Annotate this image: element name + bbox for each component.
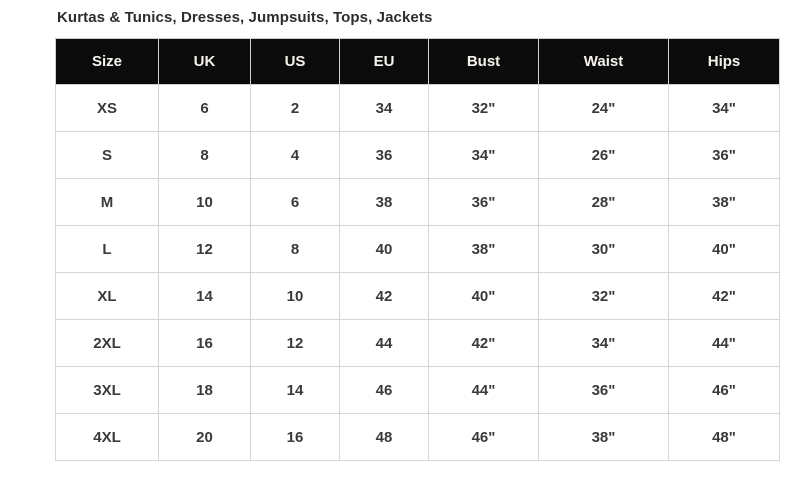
table-cell: 38": [428, 225, 539, 273]
column-header-hips: Hips: [668, 38, 780, 85]
table-cell: 44": [428, 366, 539, 414]
table-cell: 42: [339, 272, 429, 320]
table-cell: 36": [538, 366, 669, 414]
table-row: M 10 6 38 36" 28" 38": [55, 178, 780, 226]
row-size-label: M: [55, 178, 159, 226]
row-size-label: L: [55, 225, 159, 273]
table-cell: 8: [250, 225, 340, 273]
table-cell: 48": [668, 413, 780, 461]
table-cell: 46": [668, 366, 780, 414]
table-cell: 38": [668, 178, 780, 226]
table-row: XS 6 2 34 32" 24" 34": [55, 84, 780, 132]
table-cell: 24": [538, 84, 669, 132]
table-cell: 30": [538, 225, 669, 273]
row-size-label: S: [55, 131, 159, 179]
page-title: Kurtas & Tunics, Dresses, Jumpsuits, Top…: [57, 9, 433, 26]
table-cell: 12: [158, 225, 251, 273]
table-row: 4XL 20 16 48 46" 38" 48": [55, 413, 780, 461]
table-cell: 20: [158, 413, 251, 461]
table-cell: 42": [428, 319, 539, 367]
row-size-label: 4XL: [55, 413, 159, 461]
table-row: L 12 8 40 38" 30" 40": [55, 225, 780, 273]
table-cell: 38: [339, 178, 429, 226]
table-cell: 40": [428, 272, 539, 320]
table-cell: 8: [158, 131, 251, 179]
table-cell: 14: [158, 272, 251, 320]
column-header-waist: Waist: [538, 38, 669, 85]
table-row: S 8 4 36 34" 26" 36": [55, 131, 780, 179]
table-cell: 4: [250, 131, 340, 179]
column-header-eu: EU: [339, 38, 429, 85]
table-row: 2XL 16 12 44 42" 34" 44": [55, 319, 780, 367]
table-row: 3XL 18 14 46 44" 36" 46": [55, 366, 780, 414]
column-header-size: Size: [55, 38, 159, 85]
table-cell: 36": [428, 178, 539, 226]
table-cell: 18: [158, 366, 251, 414]
table-cell: 44": [668, 319, 780, 367]
table-row: XL 14 10 42 40" 32" 42": [55, 272, 780, 320]
table-cell: 14: [250, 366, 340, 414]
table-cell: 34": [538, 319, 669, 367]
column-header-uk: UK: [158, 38, 251, 85]
table-cell: 42": [668, 272, 780, 320]
table-cell: 36: [339, 131, 429, 179]
table-cell: 36": [668, 131, 780, 179]
table-cell: 44: [339, 319, 429, 367]
column-header-us: US: [250, 38, 340, 85]
table-cell: 10: [158, 178, 251, 226]
table-cell: 26": [538, 131, 669, 179]
table-cell: 46: [339, 366, 429, 414]
table-cell: 32": [538, 272, 669, 320]
size-chart-page: Kurtas & Tunics, Dresses, Jumpsuits, Top…: [55, 9, 780, 461]
table-cell: 6: [158, 84, 251, 132]
table-cell: 46": [428, 413, 539, 461]
table-cell: 48: [339, 413, 429, 461]
table-cell: 28": [538, 178, 669, 226]
row-size-label: XL: [55, 272, 159, 320]
table-cell: 32": [428, 84, 539, 132]
table-cell: 34: [339, 84, 429, 132]
table-cell: 34": [668, 84, 780, 132]
table-cell: 10: [250, 272, 340, 320]
table-cell: 16: [158, 319, 251, 367]
table-cell: 34": [428, 131, 539, 179]
size-chart-table: Size UK US EU Bust Waist Hips XS 6 2 34 32" 24" 34" S…: [55, 38, 780, 461]
column-header-bust: Bust: [428, 38, 539, 85]
table-cell: 6: [250, 178, 340, 226]
table-cell: 40": [668, 225, 780, 273]
row-size-label: 3XL: [55, 366, 159, 414]
table-cell: 12: [250, 319, 340, 367]
table-body: XS 6 2 34 32" 24" 34" S 8 4 36 34" 26" 36" M 10 6 38 36" 28…: [55, 84, 780, 461]
table-cell: 16: [250, 413, 340, 461]
table-cell: 38": [538, 413, 669, 461]
table-header-row: Size UK US EU Bust Waist Hips: [55, 38, 780, 85]
table-header: Size UK US EU Bust Waist Hips: [55, 38, 780, 85]
row-size-label: 2XL: [55, 319, 159, 367]
table-cell: 2: [250, 84, 340, 132]
table-cell: 40: [339, 225, 429, 273]
row-size-label: XS: [55, 84, 159, 132]
